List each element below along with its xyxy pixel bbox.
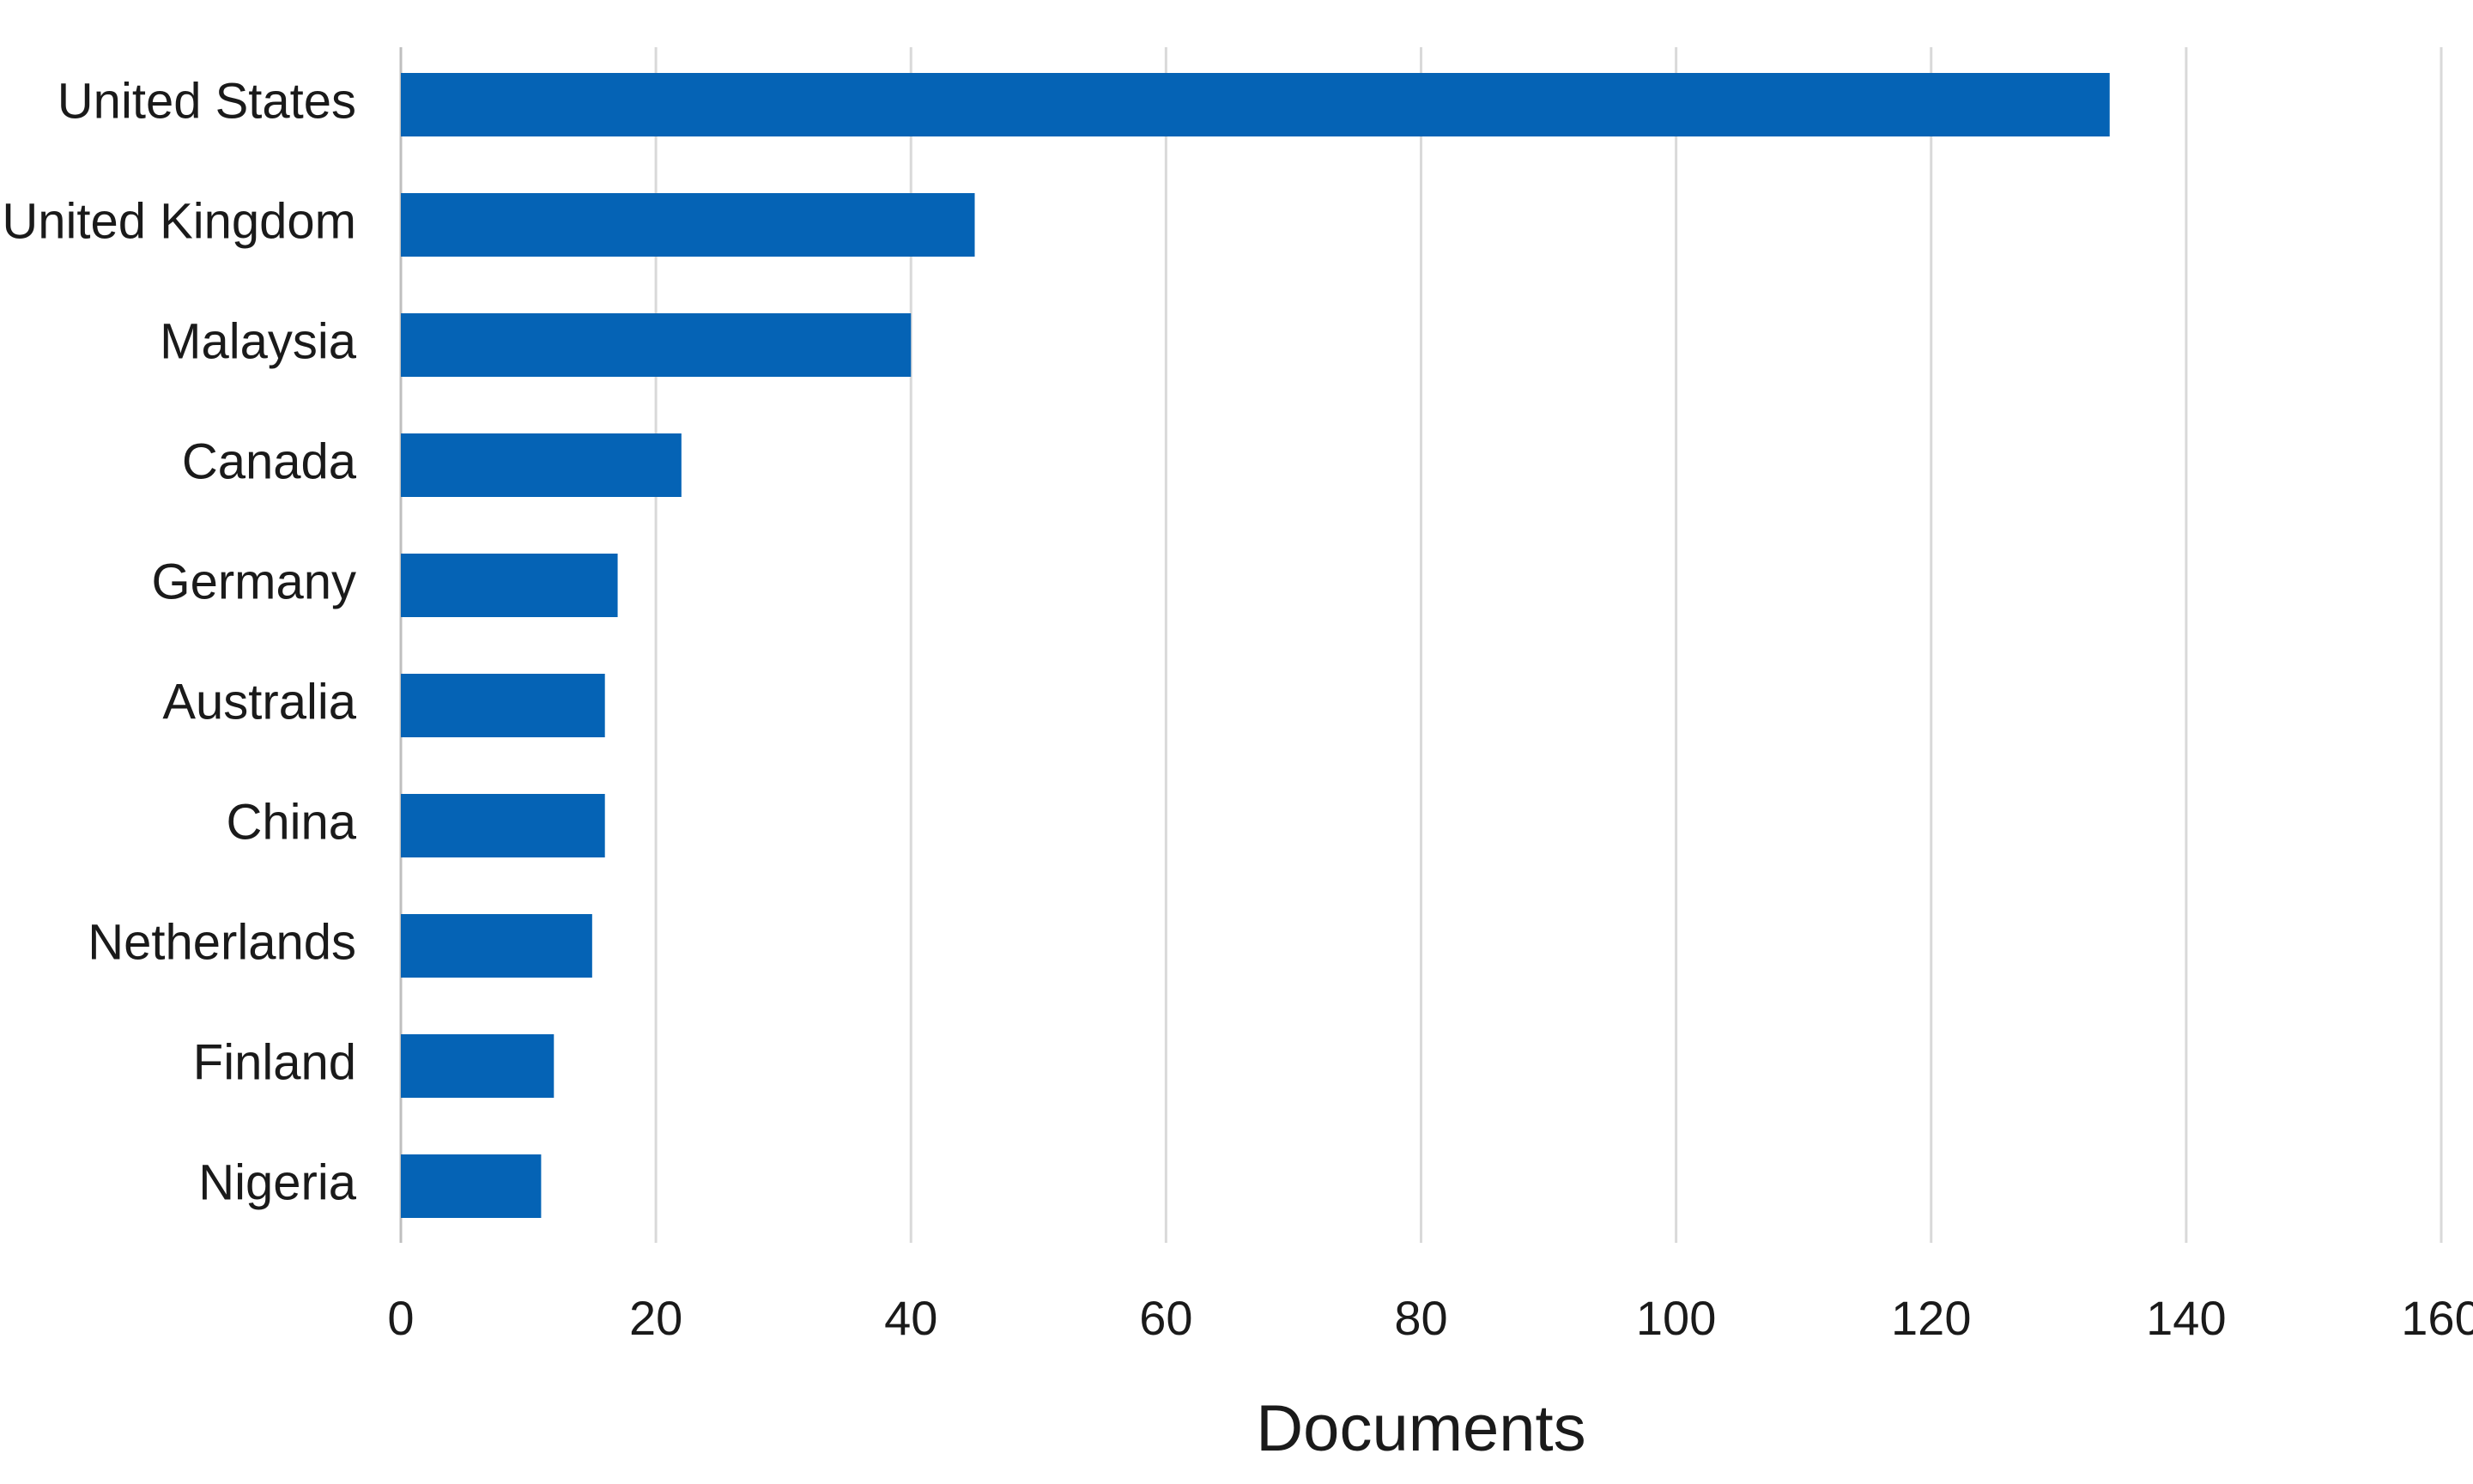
x-tick-label: 40 [884,1291,937,1345]
category-label: United States [58,73,356,129]
x-tick-label: 60 [1139,1291,1192,1345]
bar [401,1154,542,1218]
x-tick-label: 120 [1891,1291,1971,1345]
category-label: Netherlands [88,914,356,970]
category-label: Nigeria [198,1154,356,1210]
bar [401,193,975,257]
x-tick-label: 0 [387,1291,414,1345]
bar [401,794,605,857]
x-tick-label: 140 [2146,1291,2226,1345]
x-tick-label: 80 [1394,1291,1447,1345]
bars [401,73,2110,1218]
x-tick-label: 160 [2401,1291,2473,1345]
category-label: Finland [193,1034,356,1090]
category-label: Malaysia [160,313,357,369]
category-label: Germany [151,554,356,609]
category-label: Canada [182,433,357,489]
bar [401,313,912,377]
bar [401,674,605,737]
bar [401,554,618,617]
x-tick-label: 20 [629,1291,682,1345]
category-labels: United States United Kingdom Malaysia Canad… [2,73,356,1210]
category-label: Australia [162,674,356,730]
x-axis-title: Documents [1256,1392,1585,1465]
bar [401,433,682,497]
category-label: United Kingdom [2,193,356,249]
bar [401,73,2110,136]
x-tick-label: 100 [1636,1291,1716,1345]
x-tick-labels: 0 20 40 60 80 100 120 140 160 [387,1291,2473,1345]
category-label: China [226,794,356,850]
bar [401,914,592,978]
bar [401,1034,555,1098]
